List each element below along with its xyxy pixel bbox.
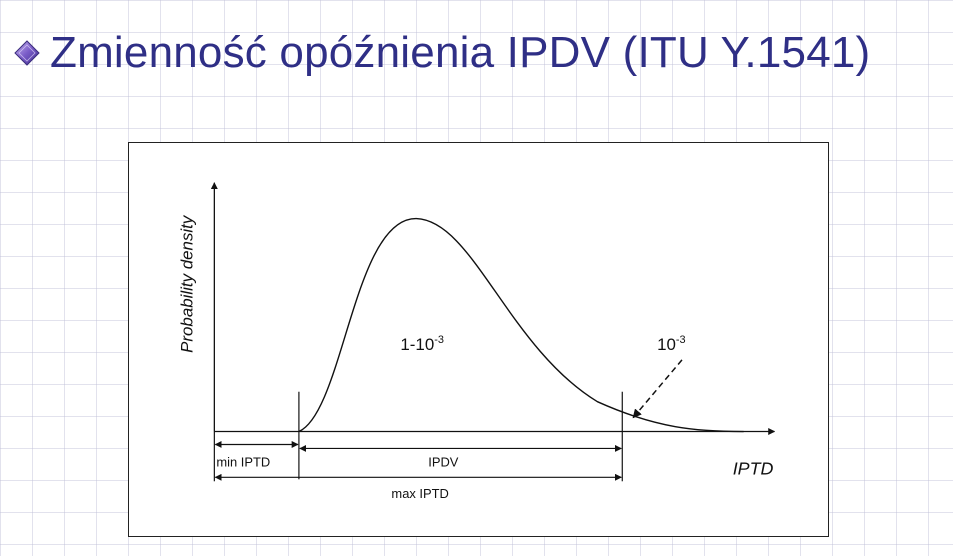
- slide-title: Zmienność opóźnienia IPDV (ITU Y.1541): [14, 22, 870, 84]
- max-iptd-label: max IPTD: [391, 486, 448, 501]
- min-iptd-label: min IPTD: [216, 454, 270, 469]
- ipdv-diagram-svg: Probability density IPTD 1-10-3 10-3 min…: [177, 182, 776, 501]
- page-title: Zmienność opóźnienia IPDV (ITU Y.1541): [50, 28, 871, 77]
- tail-pointer-arrow: [632, 359, 683, 419]
- main-area-label: 1-10-3: [400, 334, 444, 354]
- tail-area-label: 10-3: [657, 334, 686, 354]
- x-axis-label: IPTD: [733, 458, 774, 478]
- density-curve: [298, 217, 744, 433]
- ipdv-diagram: Probability density IPTD 1-10-3 10-3 min…: [128, 142, 829, 537]
- y-axis-label: Probability density: [177, 214, 196, 353]
- ipdv-label: IPDV: [428, 454, 459, 469]
- diamond-bullet-icon: [14, 40, 40, 66]
